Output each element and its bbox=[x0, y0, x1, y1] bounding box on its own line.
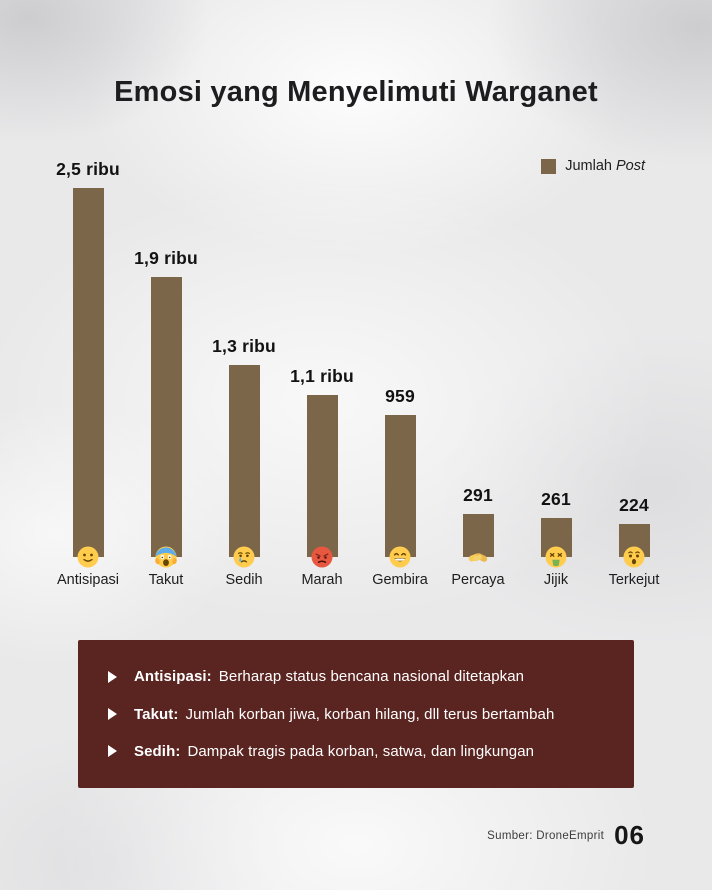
bar-marah bbox=[306, 395, 338, 568]
bar-antisipasi bbox=[72, 188, 104, 568]
bar-category-label: Gembira bbox=[372, 572, 428, 588]
bar-takut bbox=[150, 277, 182, 568]
source-text: Sumber: DroneEmprit bbox=[487, 829, 605, 842]
bar-sedih bbox=[228, 365, 260, 568]
bar-column-sedih: 1,3 ribu Sedih bbox=[205, 150, 283, 590]
bar-category-label: Sedih bbox=[225, 572, 263, 588]
bar-column-jijik: 261 Jijik bbox=[517, 150, 595, 590]
bar-column-terkejut: 224 Terkejut bbox=[595, 150, 673, 590]
bullet-triangle-icon bbox=[108, 708, 117, 720]
bar-column-gembira: 959 Gembira bbox=[361, 150, 439, 590]
bar-category-label: Marah bbox=[301, 572, 343, 588]
bar-category-label: Jijik bbox=[543, 572, 569, 588]
note-row-takut: Takut: Jumlah korban jiwa, korban hilang,… bbox=[78, 706, 634, 723]
bar-category-label: Antisipasi bbox=[56, 572, 120, 588]
bar-column-marah: 1,1 ribu Marah bbox=[283, 150, 361, 590]
chart-legend: Jumlah Post bbox=[541, 158, 645, 174]
astonished-face-icon bbox=[622, 545, 646, 569]
page-title: Emosi yang Menyelimuti Warganet bbox=[114, 76, 598, 108]
bar-value-label: 1,3 ribu bbox=[212, 336, 276, 356]
bar-chart: 2,5 ribu Antisipasi 1,9 ribu bbox=[49, 150, 673, 590]
bar-value-label: 291 bbox=[463, 485, 493, 505]
bar-value-label: 2,5 ribu bbox=[56, 159, 120, 179]
legend-swatch-icon bbox=[541, 158, 557, 174]
note-row-antisipasi: Antisipasi: Berharap status bencana nasio… bbox=[78, 668, 634, 685]
note-desc: Dampak tragis pada korban, satwa, dan li… bbox=[187, 742, 535, 760]
note-desc: Berharap status bencana nasional ditetap… bbox=[218, 668, 525, 686]
bar-percaya bbox=[462, 514, 494, 562]
vomiting-face-icon bbox=[544, 545, 568, 569]
handshake-icon bbox=[466, 545, 490, 569]
bar-value-label: 224 bbox=[619, 495, 649, 515]
bar-value-label: 959 bbox=[385, 386, 415, 406]
enraged-face-icon bbox=[310, 545, 334, 569]
bar-gembira bbox=[384, 415, 416, 568]
footer: Sumber: DroneEmprit 06 bbox=[487, 820, 645, 851]
bar-category-label: Percaya bbox=[451, 572, 505, 588]
note-desc: Jumlah korban jiwa, korban hilang, dll t… bbox=[185, 705, 555, 723]
note-label: Sedih: bbox=[134, 742, 181, 760]
face-screaming-in-fear-icon bbox=[154, 545, 178, 569]
notes-panel: Antisipasi: Berharap status bencana nasio… bbox=[78, 640, 634, 788]
bar-terkejut bbox=[618, 524, 650, 568]
bullet-triangle-icon bbox=[108, 670, 117, 683]
bar-jijik bbox=[540, 518, 572, 568]
bar-category-label: Terkejut bbox=[608, 572, 660, 588]
slightly-smiling-face-icon bbox=[76, 545, 100, 569]
bar-category-label: Takut bbox=[148, 572, 184, 588]
note-row-sedih: Sedih: Dampak tragis pada korban, satwa, … bbox=[78, 743, 634, 760]
bar-column-takut: 1,9 ribu Takut bbox=[127, 150, 205, 590]
note-label: Antisipasi: bbox=[134, 668, 212, 686]
bar-value-label: 261 bbox=[541, 489, 571, 509]
beaming-face-icon bbox=[388, 545, 412, 569]
bar-value-label: 1,9 ribu bbox=[134, 248, 198, 268]
bullet-triangle-icon bbox=[108, 745, 117, 758]
legend-label: Jumlah Post bbox=[565, 158, 645, 174]
bar-value-label: 1,1 ribu bbox=[290, 366, 354, 386]
crying-face-icon bbox=[232, 545, 256, 569]
bar-column-percaya: 291 Percaya bbox=[439, 150, 517, 590]
note-label: Takut: bbox=[134, 705, 179, 723]
bar-column-antisipasi: 2,5 ribu Antisipasi bbox=[49, 150, 127, 590]
page-number: 06 bbox=[614, 820, 645, 850]
